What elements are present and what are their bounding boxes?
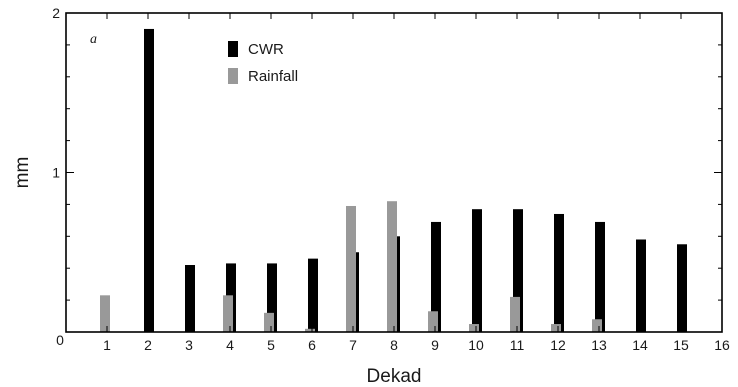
bar-cwr-9: [431, 221, 441, 332]
bar-rainfall-4: [223, 295, 233, 332]
x-tick-label-5: 5: [267, 337, 275, 353]
legend-label-rainfall: Rainfall: [248, 68, 298, 85]
bar-rainfall-12: [551, 324, 561, 332]
bar-cwr-2: [144, 28, 154, 332]
x-tick-label-14: 14: [632, 337, 648, 353]
x-tick-label-12: 12: [550, 337, 566, 353]
bar-cwr-13: [595, 221, 605, 332]
bar-cwr-14: [636, 239, 646, 332]
legend-label-cwr: CWR: [248, 41, 284, 58]
ticks-layer: [66, 13, 722, 332]
x-tick-label-10: 10: [468, 337, 484, 353]
y-tick-label-1: 1: [52, 165, 60, 181]
x-tick-label-16: 16: [714, 337, 730, 353]
legend: CWR Rainfall: [228, 41, 298, 85]
y-tick-label-2: 2: [52, 5, 60, 21]
x-tick-label-8: 8: [390, 337, 398, 353]
x-tick-label-9: 9: [431, 337, 439, 353]
bar-cwr-6: [308, 258, 318, 332]
x-tick-label-3: 3: [185, 337, 193, 353]
x-tick-label-0: 0: [56, 332, 64, 348]
x-tick-label-7: 7: [349, 337, 357, 353]
x-tick-label-2: 2: [144, 337, 152, 353]
x-axis-title: Dekad: [367, 366, 422, 387]
bar-rainfall-6: [305, 328, 315, 332]
bar-rainfall-8: [387, 201, 397, 332]
x-tick-label-4: 4: [226, 337, 234, 353]
legend-swatch-rainfall: [228, 68, 238, 84]
bars-layer: [100, 28, 687, 332]
bar-rainfall-10: [469, 324, 479, 332]
bar-rainfall-1: [100, 295, 110, 332]
bar-cwr-15: [677, 244, 687, 332]
bar-rainfall-11: [510, 296, 520, 332]
x-tick-label-1: 1: [103, 337, 111, 353]
x-tick-label-13: 13: [591, 337, 607, 353]
bar-cwr-11: [513, 209, 523, 332]
x-tick-label-15: 15: [673, 337, 689, 353]
bar-cwr-10: [472, 209, 482, 332]
bar-rainfall-13: [592, 319, 602, 332]
bar-rainfall-5: [264, 312, 274, 332]
bar-cwr-12: [554, 213, 564, 332]
legend-swatch-cwr: [228, 41, 238, 57]
x-tick-label-6: 6: [308, 337, 316, 353]
bar-rainfall-9: [428, 311, 438, 332]
y-axis-title: mm: [12, 157, 33, 189]
x-tick-label-11: 11: [510, 337, 525, 353]
bar-cwr-5: [267, 263, 277, 332]
panel-label: a: [90, 32, 97, 47]
bar-cwr-3: [185, 265, 195, 332]
bar-rainfall-7: [346, 205, 356, 332]
